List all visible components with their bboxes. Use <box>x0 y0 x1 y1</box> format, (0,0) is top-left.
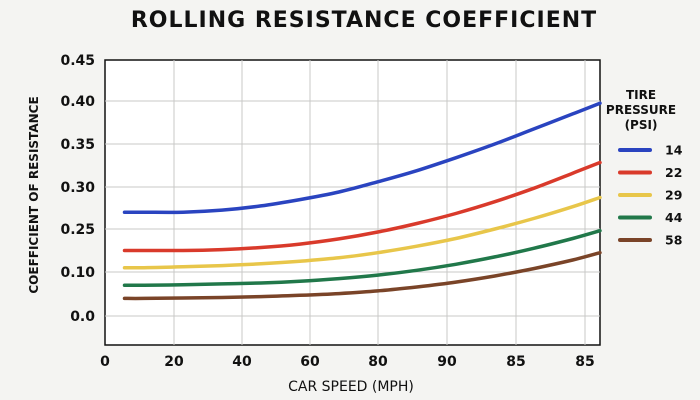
legend-label-14: 14 <box>665 143 683 158</box>
x-tick-label: 85 <box>575 354 594 370</box>
x-tick-label: 0 <box>100 354 110 370</box>
legend-label-58: 58 <box>665 233 682 248</box>
series-line-29 <box>122 195 602 270</box>
x-tick-label: 40 <box>232 354 252 370</box>
chart-title: ROLLING RESISTANCE COEFFICIENT <box>131 8 597 33</box>
legend-label-22: 22 <box>665 165 682 180</box>
y-tick-label: 0.40 <box>60 94 95 110</box>
x-axis-label: CAR SPEED (MPH) <box>288 379 414 395</box>
y-tick-label: 0.0 <box>70 309 95 325</box>
y-axis-label: COEFFICIENT OF RESISTANCE <box>27 96 41 293</box>
series-lines <box>122 101 602 301</box>
y-tick-label: 0.45 <box>60 53 95 69</box>
series-line-58 <box>122 250 602 301</box>
y-tick-label: 0.10 <box>60 265 95 281</box>
x-tick-label: 90 <box>437 354 457 370</box>
plot-area <box>104 59 601 346</box>
y-axis-ticks: 0.0 0.10 0.25 0.30 0.35 0.40 0.45 <box>60 53 95 325</box>
series-line-14 <box>122 101 602 215</box>
legend-label-29: 29 <box>665 188 682 203</box>
plot-frame <box>104 59 601 346</box>
x-axis-ticks: 0 20 40 60 80 90 85 85 <box>100 354 595 370</box>
y-tick-label: 0.25 <box>60 222 95 238</box>
x-tick-label: 85 <box>506 354 525 370</box>
legend-title: (PSI) <box>625 118 658 132</box>
series-line-44 <box>122 228 602 287</box>
x-tick-label: 80 <box>368 354 388 370</box>
y-tick-label: 0.30 <box>60 180 95 196</box>
legend-label-44: 44 <box>665 210 683 225</box>
legend-title: PRESSURE <box>606 103 676 117</box>
x-tick-label: 60 <box>300 354 320 370</box>
legend-title: TIRE <box>626 88 656 102</box>
series-line-22 <box>122 160 602 253</box>
x-tick-label: 20 <box>164 354 184 370</box>
y-tick-label: 0.35 <box>60 137 95 153</box>
